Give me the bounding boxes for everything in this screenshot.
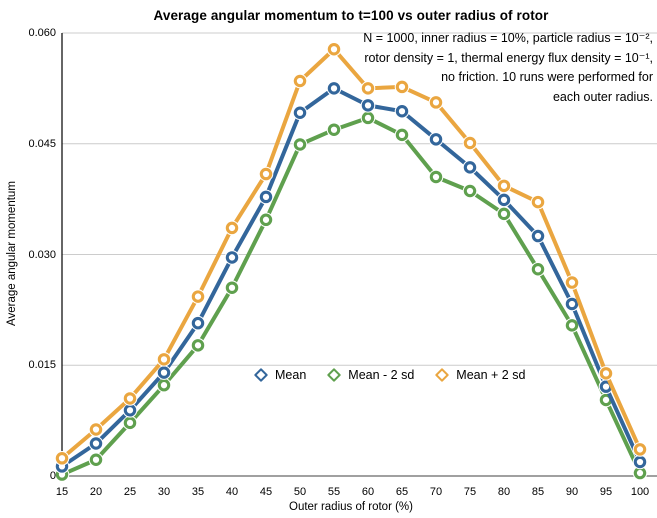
annotation-line: N = 1000, inner radius = 10%, particle r… bbox=[363, 31, 653, 45]
data-point-marker bbox=[531, 195, 545, 209]
legend: Mean Mean - 2 sd Mean + 2 sd bbox=[253, 367, 526, 383]
annotation-line: no friction. 10 runs were performed for bbox=[441, 70, 653, 84]
data-point-marker bbox=[395, 105, 409, 118]
data-point-marker bbox=[55, 452, 69, 465]
y-axis-title: Average angular momentum bbox=[6, 181, 18, 327]
data-point-marker bbox=[463, 161, 477, 174]
data-point-marker bbox=[565, 276, 579, 289]
data-point-marker bbox=[633, 455, 647, 469]
series-line bbox=[60, 47, 642, 461]
data-point-marker bbox=[327, 82, 341, 95]
annotation-line: each outer radius. bbox=[552, 89, 653, 104]
data-point-marker bbox=[89, 423, 103, 436]
data-point-marker bbox=[89, 437, 103, 450]
data-point-marker bbox=[89, 453, 103, 467]
data-point-marker bbox=[123, 416, 137, 430]
chart-annotation: N = 1000, inner radius = 10%, particle r… bbox=[363, 29, 653, 107]
legend-item-mean: Mean bbox=[253, 367, 307, 383]
data-point-marker bbox=[191, 290, 205, 303]
data-point-marker bbox=[429, 170, 443, 184]
legend-item-mean-plus-2sd: Mean + 2 sd bbox=[435, 367, 526, 383]
data-point-marker bbox=[565, 297, 579, 311]
data-point-marker bbox=[633, 443, 647, 456]
data-point-marker bbox=[395, 80, 409, 94]
data-point-marker bbox=[429, 133, 443, 146]
mean-minus-2sd-series-marker-icon bbox=[327, 367, 342, 383]
data-point-marker bbox=[259, 167, 273, 181]
series-line bbox=[60, 86, 642, 469]
data-point-marker bbox=[225, 281, 239, 294]
legend-item-mean-minus-2sd: Mean - 2 sd bbox=[327, 367, 415, 383]
data-point-marker bbox=[327, 42, 341, 56]
mean-series-marker-icon bbox=[253, 367, 269, 383]
data-point-marker bbox=[531, 229, 545, 243]
mean-plus-2sd-series-marker-icon bbox=[435, 367, 450, 383]
data-point-marker bbox=[225, 251, 239, 264]
series-line bbox=[60, 115, 642, 477]
x-axis-title: Outer radius of rotor (%) bbox=[289, 501, 413, 513]
data-point-marker bbox=[429, 96, 443, 109]
chart-title: Average angular momentum to t=100 vs out… bbox=[153, 8, 549, 23]
data-point-marker bbox=[225, 221, 239, 235]
data-point-marker bbox=[463, 136, 477, 150]
data-point-marker bbox=[361, 99, 375, 112]
legend-label-mean-plus-2sd: Mean + 2 sd bbox=[456, 368, 526, 382]
data-point-marker bbox=[395, 128, 409, 142]
data-point-marker bbox=[157, 353, 171, 366]
data-point-marker bbox=[259, 190, 273, 204]
data-point-marker bbox=[293, 74, 307, 88]
data-point-marker bbox=[633, 466, 647, 480]
data-point-marker bbox=[157, 366, 171, 379]
data-point-marker bbox=[497, 179, 511, 193]
data-point-marker bbox=[497, 193, 511, 207]
data-point-marker bbox=[191, 316, 205, 330]
legend-label-mean-minus-2sd: Mean - 2 sd bbox=[348, 368, 415, 382]
legend-label-mean: Mean bbox=[275, 368, 307, 382]
data-point-marker bbox=[191, 339, 205, 352]
data-point-marker bbox=[293, 138, 307, 151]
data-point-marker bbox=[599, 367, 613, 380]
data-point-marker bbox=[565, 319, 579, 332]
data-point-marker bbox=[293, 106, 307, 119]
data-point-marker bbox=[259, 213, 273, 227]
annotation-line: rotor density = 1, thermal energy flux d… bbox=[364, 50, 653, 65]
data-point-marker bbox=[361, 111, 375, 125]
data-point-marker bbox=[361, 82, 375, 95]
data-point-marker bbox=[497, 207, 511, 221]
data-point-marker bbox=[157, 378, 171, 392]
data-point-marker bbox=[123, 404, 137, 417]
data-point-marker bbox=[327, 123, 341, 136]
data-point-marker bbox=[463, 184, 477, 198]
data-point-marker bbox=[123, 392, 137, 405]
data-point-marker bbox=[531, 263, 545, 276]
